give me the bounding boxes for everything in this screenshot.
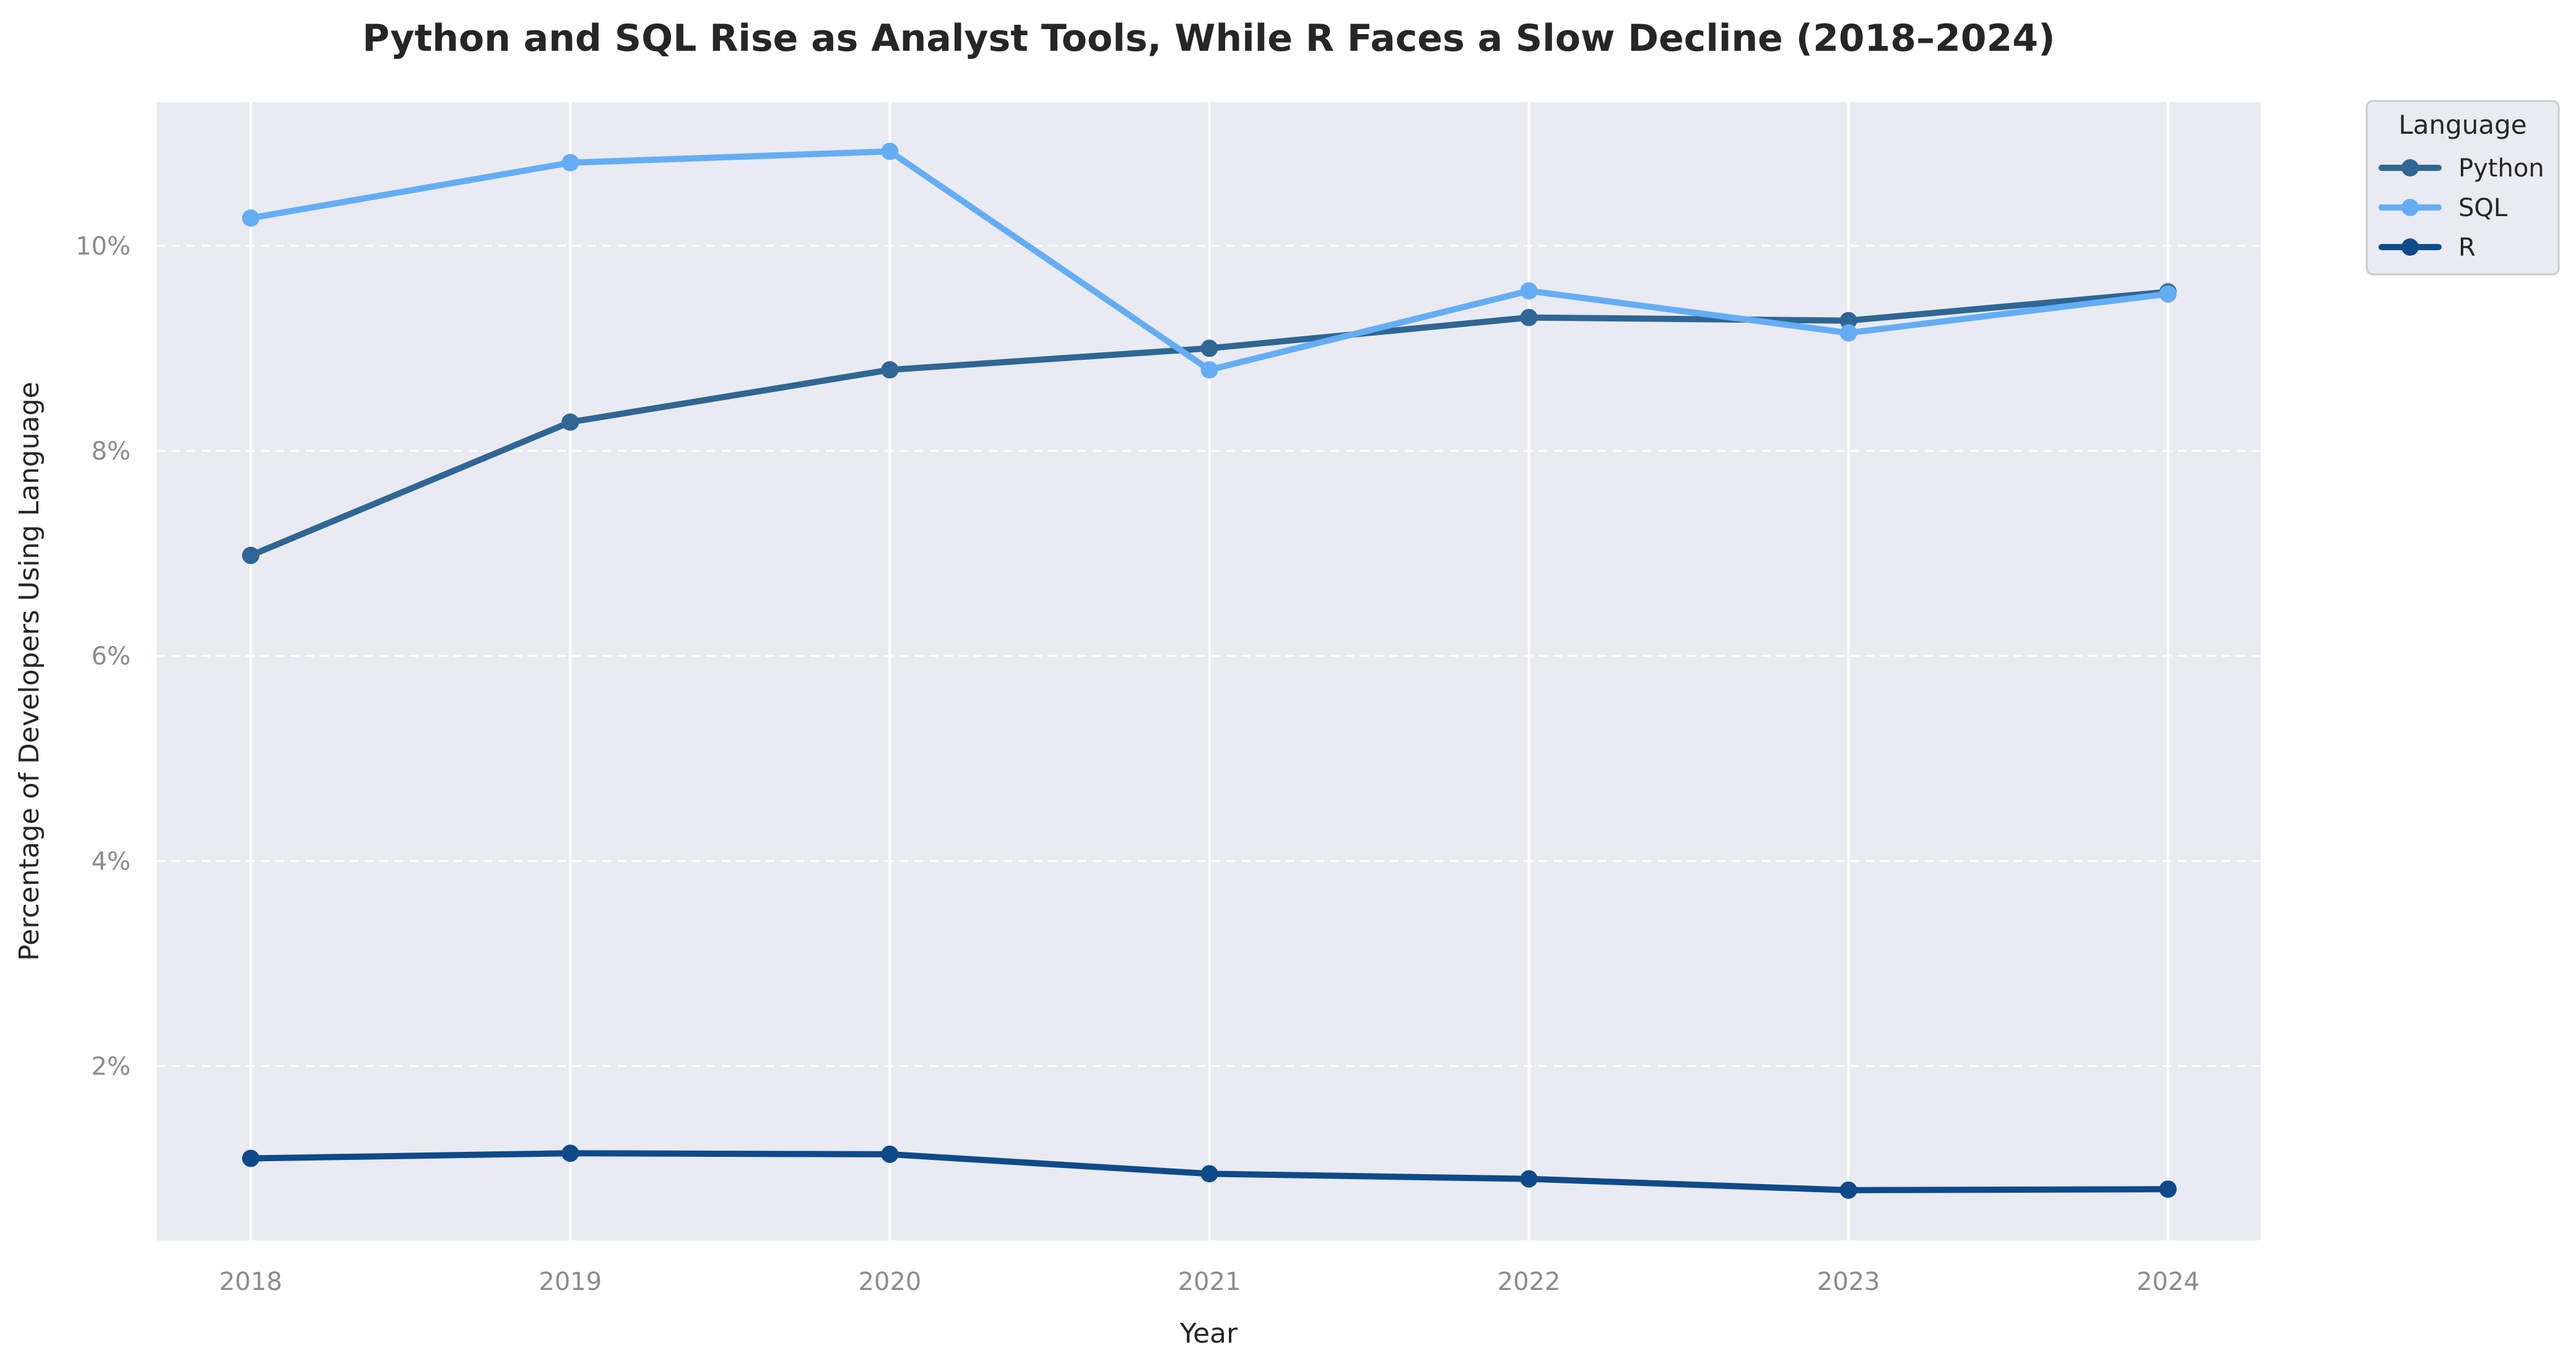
sql-point	[562, 154, 579, 172]
r-point	[1200, 1165, 1218, 1183]
series-r	[242, 1144, 2177, 1199]
r-point	[881, 1145, 899, 1163]
x-tick-label: 2018	[219, 1268, 282, 1296]
r-point	[562, 1144, 579, 1162]
tick-labels: 2018 2019 2020 2021 2022 2023 2024 2% 4% 6% 8% 10%	[76, 232, 2200, 1296]
sql-point	[2159, 285, 2177, 303]
legend-item-r: R	[2379, 233, 2476, 262]
python-point	[1520, 308, 1538, 326]
sql-point	[242, 209, 259, 227]
sql-point	[1520, 282, 1538, 300]
python-point	[242, 546, 259, 564]
legend-title: Language	[2398, 110, 2526, 140]
legend-swatch-marker	[2401, 238, 2419, 256]
x-tick-label: 2022	[1498, 1268, 1561, 1296]
series-sql	[242, 142, 2177, 379]
x-tick-label: 2021	[1178, 1268, 1241, 1296]
legend: Language Python SQL R	[2366, 100, 2560, 276]
x-axis-label: Year	[1179, 1318, 1238, 1349]
legend-box	[2366, 100, 2560, 276]
r-point	[1520, 1170, 1538, 1188]
legend-label: SQL	[2458, 194, 2508, 222]
r-point	[2159, 1180, 2177, 1198]
legend-swatch-marker	[2401, 159, 2419, 176]
legend-items: Python SQL R	[2379, 154, 2544, 262]
legend-item-python: Python	[2379, 154, 2544, 183]
legend-label: Python	[2458, 154, 2544, 183]
x-tick-label: 2024	[2136, 1268, 2200, 1296]
y-tick-label: 4%	[92, 847, 131, 876]
python-point	[881, 361, 899, 379]
legend-swatch-marker	[2401, 199, 2419, 216]
y-tick-label: 6%	[92, 642, 131, 671]
sql-point	[881, 142, 899, 160]
sql-point	[1200, 361, 1218, 379]
x-tick-label: 2019	[539, 1268, 602, 1296]
legend-label: R	[2458, 233, 2476, 262]
x-tick-label: 2023	[1817, 1268, 1880, 1296]
python-point	[1839, 312, 1857, 329]
legend-item-sql: SQL	[2379, 194, 2508, 222]
r-point	[1839, 1181, 1857, 1199]
chart-title: Python and SQL Rise as Analyst Tools, Wh…	[362, 17, 2055, 60]
x-tick-label: 2020	[858, 1268, 921, 1296]
python-point	[562, 413, 579, 431]
y-tick-label: 10%	[76, 232, 131, 261]
series-lines	[242, 142, 2177, 1199]
y-tick-label: 8%	[92, 437, 131, 466]
y-tick-label: 2%	[92, 1053, 131, 1081]
python-point	[1200, 339, 1218, 357]
sql-point	[1839, 324, 1857, 342]
r-point	[242, 1149, 259, 1167]
y-axis-label: Percentage of Developers Using Language	[14, 381, 45, 961]
